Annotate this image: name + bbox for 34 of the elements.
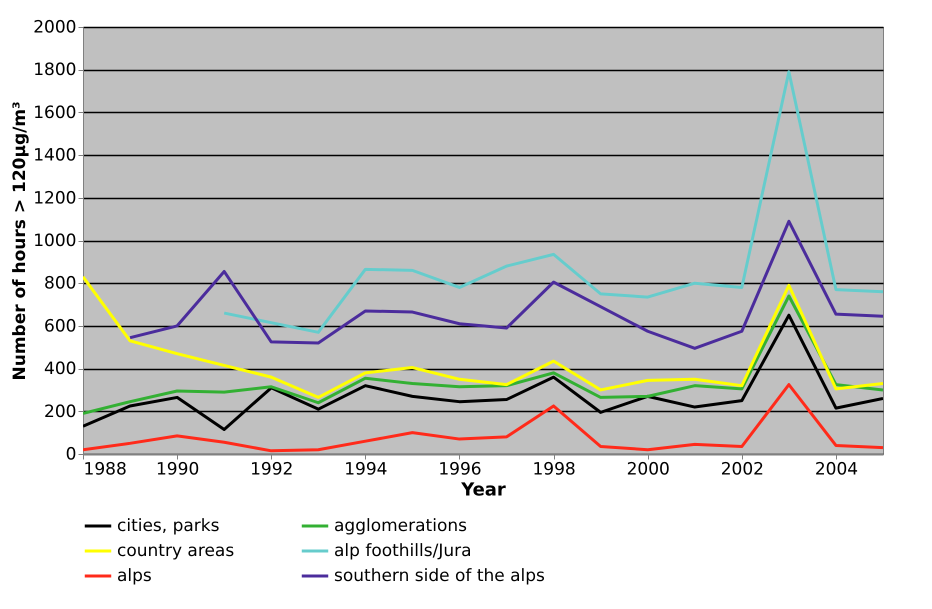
y-tick-label: 0 [66,444,76,464]
x-tick-label: 2004 [814,460,858,480]
y-axis-title: Number of hours > 120µg/m³ [10,101,30,381]
x-tick-label: 2000 [626,460,670,480]
x-tick-label: 1992 [250,460,294,480]
legend-label: alp foothills/Jura [334,541,472,561]
legend-label: country areas [117,541,234,561]
y-tick-label: 1000 [33,231,76,251]
legend-label: cities, parks [117,516,220,536]
y-tick-label: 1400 [33,146,76,166]
x-axis-title: Year [460,480,506,500]
x-tick-label: 2002 [720,460,764,480]
line-series [83,383,883,452]
line-series [83,275,883,399]
y-tick-label: 200 [44,402,76,422]
y-tick-label: 400 [44,359,76,380]
y-tick-label: 1800 [33,60,76,80]
legend-label: agglomerations [334,516,468,536]
y-tick-label: 2000 [33,18,76,38]
x-tick-label: 1988 [84,460,127,480]
y-tick-label: 600 [44,316,76,336]
x-tick-label: 1998 [532,460,576,480]
y-tick-label: 1600 [33,102,76,123]
line-series [222,70,883,334]
x-tick-label: 1994 [344,460,388,480]
y-tick-label: 1200 [33,188,76,208]
line-series [128,220,883,350]
legend-label: southern side of the alps [334,566,546,586]
line-series [83,294,883,415]
x-tick-label: 1996 [438,460,482,480]
legend-label: alps [117,566,152,586]
y-tick-label: 800 [44,274,76,294]
x-tick-label: 1990 [156,460,200,480]
line-series [83,314,883,431]
